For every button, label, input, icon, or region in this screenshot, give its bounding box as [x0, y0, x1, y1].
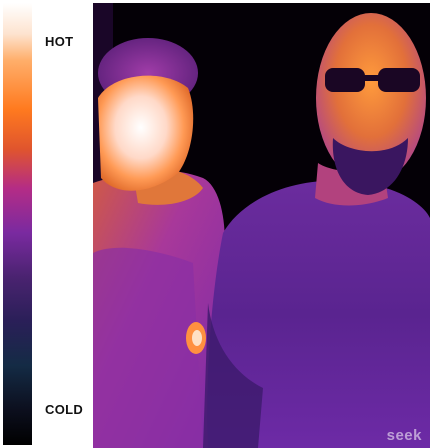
- hot-label: HOT: [45, 34, 74, 49]
- temperature-scale-bar: [3, 3, 32, 445]
- cold-label: COLD: [45, 402, 84, 417]
- seek-logo: seek: [386, 427, 422, 444]
- thermal-photo: seek: [93, 3, 430, 448]
- thermal-scene: [93, 3, 430, 448]
